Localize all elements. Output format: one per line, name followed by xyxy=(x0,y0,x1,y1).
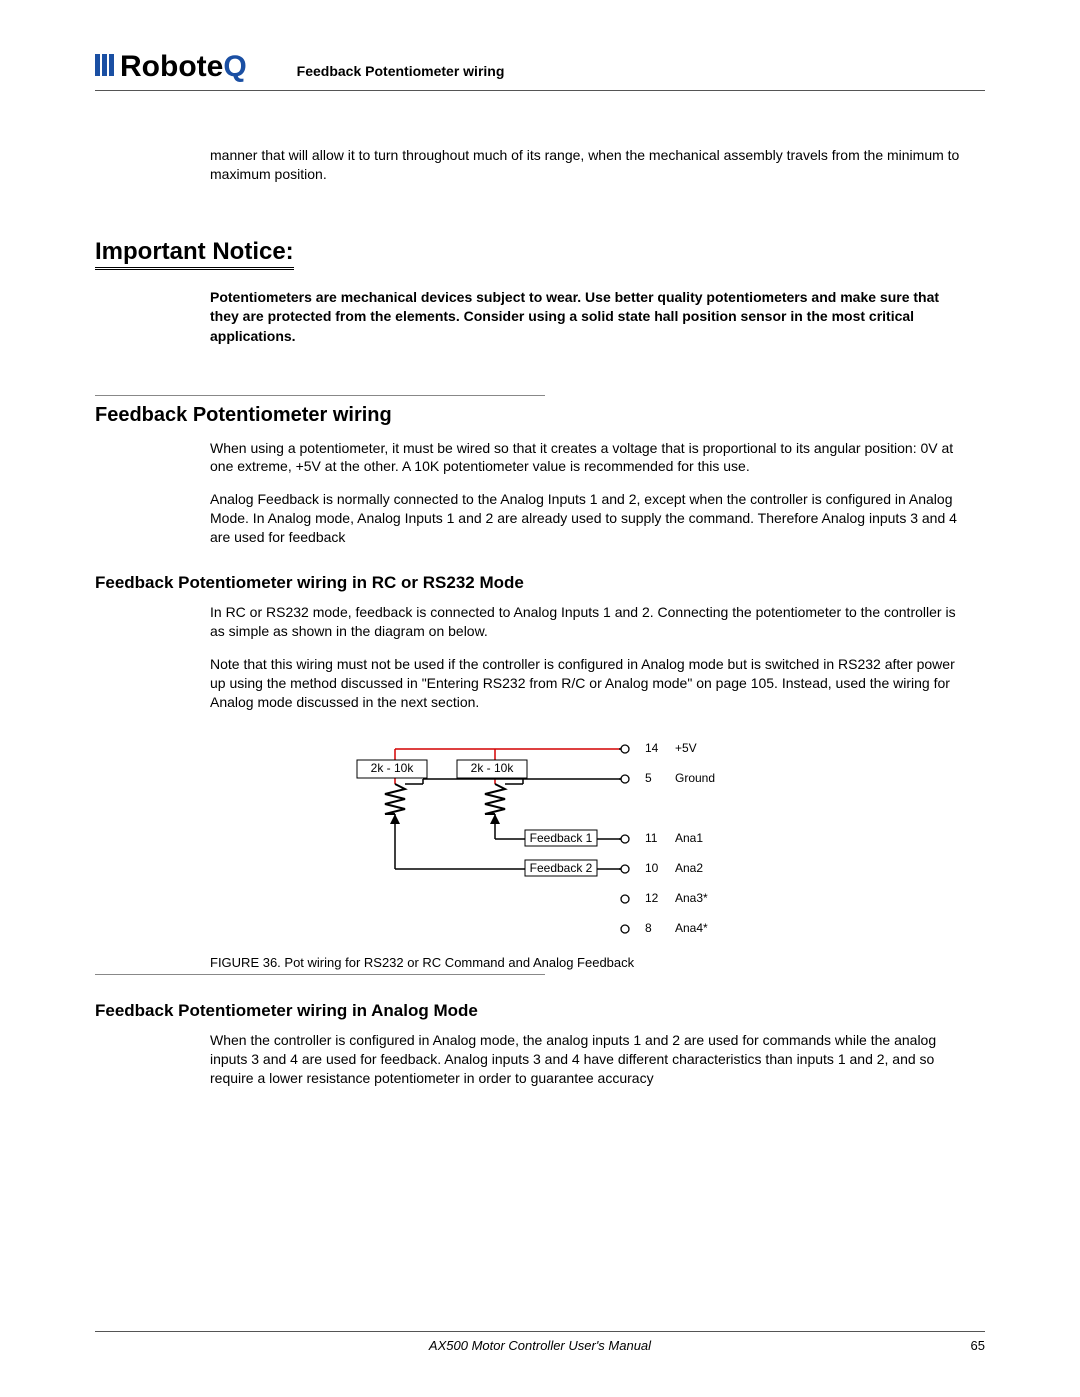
logo-text-black: Robote xyxy=(120,50,223,83)
section2-p1: In RC or RS232 mode, feedback is connect… xyxy=(210,603,965,641)
notice-body: Potentiometers are mechanical devices su… xyxy=(210,288,965,347)
logo-text-accent: Q xyxy=(223,50,246,83)
svg-text:14: 14 xyxy=(645,742,659,756)
section-separator xyxy=(95,395,545,396)
section1-p2: Analog Feedback is normally connected to… xyxy=(210,490,965,547)
figure-caption: FIGURE 36. Pot wiring for RS232 or RC Co… xyxy=(210,955,985,970)
svg-text:Ground: Ground xyxy=(675,772,715,786)
svg-text:Ana2: Ana2 xyxy=(675,862,703,876)
svg-text:12: 12 xyxy=(645,892,659,906)
svg-text:Feedback 2: Feedback 2 xyxy=(530,862,593,876)
footer-page-number: 65 xyxy=(971,1338,985,1353)
svg-text:+5V: +5V xyxy=(675,742,697,756)
wiring-diagram: 2k - 10k 2k - 10k Feedback 1 Feedback 2 14 +5… xyxy=(95,729,985,949)
section2-title: Feedback Potentiometer wiring in RC or R… xyxy=(95,573,985,593)
section3-title: Feedback Potentiometer wiring in Analog … xyxy=(95,1001,985,1021)
svg-text:Ana1: Ana1 xyxy=(675,832,703,846)
svg-text:Feedback 1: Feedback 1 xyxy=(530,832,593,846)
logo: RoboteQ xyxy=(95,50,247,84)
wiring-diagram-svg: 2k - 10k 2k - 10k Feedback 1 Feedback 2 14 +5… xyxy=(325,729,755,949)
section1-p1: When using a potentiometer, it must be w… xyxy=(210,439,965,477)
svg-text:8: 8 xyxy=(645,922,652,936)
logo-text: RoboteQ xyxy=(120,50,247,84)
running-title: Feedback Potentiometer wiring xyxy=(297,63,505,79)
svg-text:2k - 10k: 2k - 10k xyxy=(471,762,515,776)
section3-p1: When the controller is configured in Ana… xyxy=(210,1031,965,1088)
logo-bars-icon xyxy=(95,54,114,76)
svg-text:5: 5 xyxy=(645,772,652,786)
svg-text:11: 11 xyxy=(645,832,658,846)
page-footer: AX500 Motor Controller User's Manual 65 xyxy=(95,1331,985,1353)
intro-paragraph: manner that will allow it to turn throug… xyxy=(210,146,965,184)
notice-heading: Important Notice: xyxy=(95,238,294,270)
section2-p2: Note that this wiring must not be used i… xyxy=(210,655,965,712)
figure-separator xyxy=(95,974,545,975)
svg-text:Ana3*: Ana3* xyxy=(675,892,708,906)
svg-text:Ana4*: Ana4* xyxy=(675,922,708,936)
page-header: RoboteQ Feedback Potentiometer wiring xyxy=(95,50,985,91)
section1-title: Feedback Potentiometer wiring xyxy=(95,404,985,427)
footer-manual: AX500 Motor Controller User's Manual xyxy=(429,1338,651,1353)
svg-text:2k - 10k: 2k - 10k xyxy=(371,762,415,776)
svg-text:10: 10 xyxy=(645,862,659,876)
